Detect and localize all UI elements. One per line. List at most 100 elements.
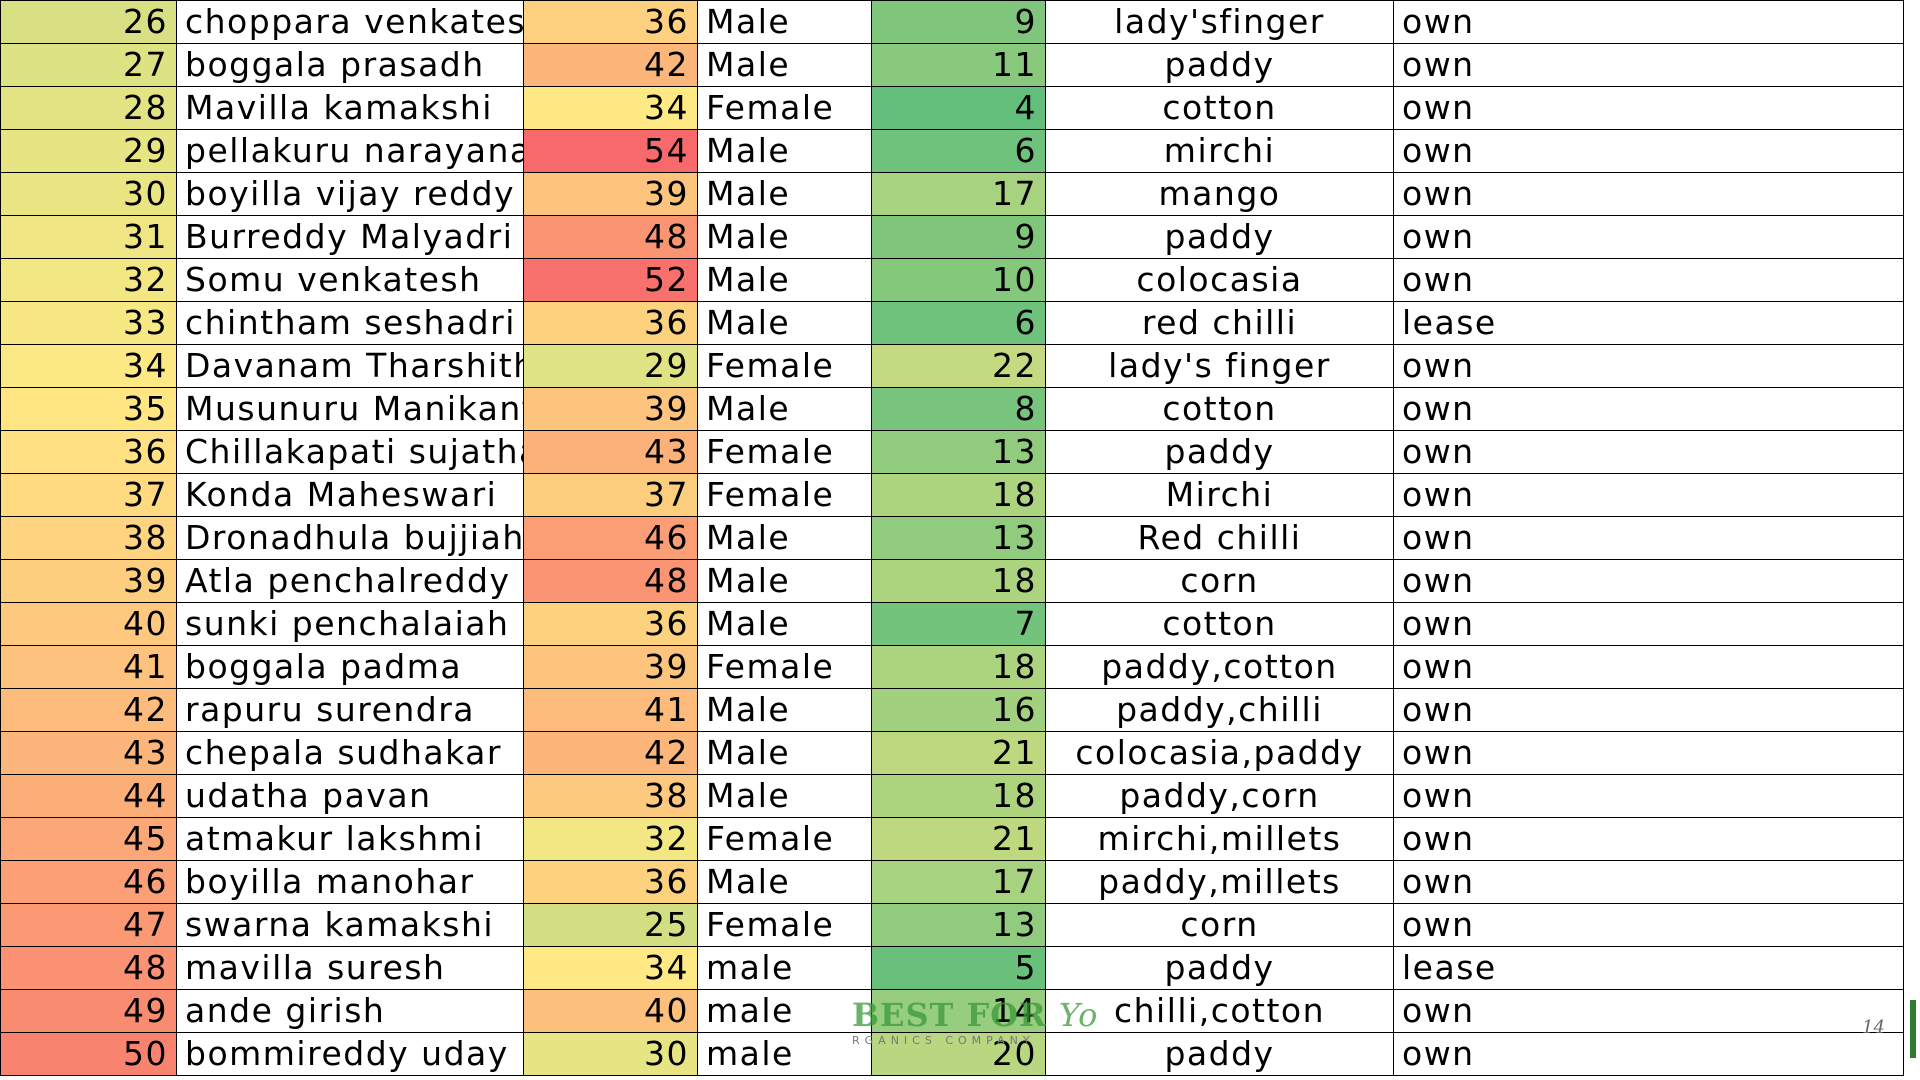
cell-serial-number: 48 xyxy=(0,946,177,990)
cell-experience: 20 xyxy=(871,1032,1046,1076)
cell-farmer-name: Davanam Tharshitha xyxy=(176,344,524,388)
cell-land-type: own xyxy=(1393,43,1904,87)
cell-serial-number: 49 xyxy=(0,989,177,1033)
cell-serial-number: 38 xyxy=(0,516,177,560)
table-row: 40 sunki penchalaiah 36 Male 7 cotton own xyxy=(0,602,1904,646)
cell-land-type: own xyxy=(1393,903,1904,947)
cell-farmer-name: Konda Maheswari xyxy=(176,473,524,517)
cell-serial-number: 30 xyxy=(0,172,177,216)
accent-bar xyxy=(1910,1000,1916,1058)
cell-experience: 4 xyxy=(871,86,1046,130)
cell-crop: paddy xyxy=(1045,946,1394,990)
cell-gender: Female xyxy=(697,430,872,474)
cell-age: 42 xyxy=(523,43,698,87)
cell-land-type: own xyxy=(1393,731,1904,775)
cell-age: 41 xyxy=(523,688,698,732)
cell-farmer-name: chintham seshadri xyxy=(176,301,524,345)
table-row: 42 rapuru surendra 41 Male 16 paddy,chilli own xyxy=(0,688,1904,732)
cell-land-type: own xyxy=(1393,0,1904,44)
table-row: 28 Mavilla kamakshi 34 Female 4 cotton own xyxy=(0,86,1904,130)
cell-gender: male xyxy=(697,1032,872,1076)
cell-age: 29 xyxy=(523,344,698,388)
cell-crop: red chilli xyxy=(1045,301,1394,345)
cell-land-type: own xyxy=(1393,774,1904,818)
table-row: 45 atmakur lakshmi 32 Female 21 mirchi,millet… xyxy=(0,817,1904,861)
cell-serial-number: 27 xyxy=(0,43,177,87)
table-row: 26 choppara venkatesh 36 Male 9 lady'sfinger o… xyxy=(0,0,1904,44)
cell-experience: 16 xyxy=(871,688,1046,732)
cell-farmer-name: ande girish xyxy=(176,989,524,1033)
cell-land-type: own xyxy=(1393,473,1904,517)
cell-farmer-name: rapuru surendra xyxy=(176,688,524,732)
cell-gender: Male xyxy=(697,387,872,431)
cell-land-type: own xyxy=(1393,172,1904,216)
cell-age: 43 xyxy=(523,430,698,474)
cell-experience: 6 xyxy=(871,301,1046,345)
cell-experience: 21 xyxy=(871,731,1046,775)
cell-experience: 18 xyxy=(871,473,1046,517)
cell-experience: 13 xyxy=(871,430,1046,474)
cell-land-type: own xyxy=(1393,215,1904,259)
cell-gender: Female xyxy=(697,903,872,947)
cell-gender: Female xyxy=(697,473,872,517)
cell-age: 30 xyxy=(523,1032,698,1076)
cell-experience: 7 xyxy=(871,602,1046,646)
cell-land-type: own xyxy=(1393,645,1904,689)
cell-serial-number: 28 xyxy=(0,86,177,130)
cell-farmer-name: udatha pavan xyxy=(176,774,524,818)
cell-crop: cotton xyxy=(1045,86,1394,130)
cell-crop: cotton xyxy=(1045,602,1394,646)
cell-serial-number: 39 xyxy=(0,559,177,603)
cell-experience: 22 xyxy=(871,344,1046,388)
cell-crop: corn xyxy=(1045,559,1394,603)
cell-experience: 8 xyxy=(871,387,1046,431)
page-number: 14 xyxy=(1862,1017,1885,1038)
cell-crop: chilli,cotton xyxy=(1045,989,1394,1033)
table-row: 35 Musunuru Manikanta 39 Male 8 cotton own xyxy=(0,387,1904,431)
table-row: 27 boggala prasadh 42 Male 11 paddy own xyxy=(0,43,1904,87)
cell-crop: Mirchi xyxy=(1045,473,1394,517)
cell-land-type: own xyxy=(1393,1032,1904,1076)
cell-gender: Male xyxy=(697,215,872,259)
cell-age: 46 xyxy=(523,516,698,560)
table-row: 34 Davanam Tharshitha 29 Female 22 lady's fin… xyxy=(0,344,1904,388)
cell-experience: 18 xyxy=(871,774,1046,818)
cell-land-type: own xyxy=(1393,430,1904,474)
cell-gender: Male xyxy=(697,301,872,345)
cell-serial-number: 42 xyxy=(0,688,177,732)
cell-crop: paddy,chilli xyxy=(1045,688,1394,732)
cell-experience: 14 xyxy=(871,989,1046,1033)
cell-land-type: own xyxy=(1393,516,1904,560)
cell-land-type: own xyxy=(1393,860,1904,904)
cell-crop: colocasia,paddy xyxy=(1045,731,1394,775)
cell-crop: mango xyxy=(1045,172,1394,216)
cell-experience: 13 xyxy=(871,516,1046,560)
cell-land-type: own xyxy=(1393,817,1904,861)
cell-land-type: own xyxy=(1393,602,1904,646)
table-row: 29 pellakuru narayana 54 Male 6 mirchi own xyxy=(0,129,1904,173)
table-row: 33 chintham seshadri 36 Male 6 red chilli leas… xyxy=(0,301,1904,345)
cell-land-type: own xyxy=(1393,688,1904,732)
cell-experience: 13 xyxy=(871,903,1046,947)
cell-farmer-name: Mavilla kamakshi xyxy=(176,86,524,130)
cell-land-type: lease xyxy=(1393,946,1904,990)
cell-farmer-name: Somu venkatesh xyxy=(176,258,524,302)
cell-experience: 9 xyxy=(871,215,1046,259)
cell-experience: 10 xyxy=(871,258,1046,302)
table-row: 38 Dronadhula bujjiah 46 Male 13 Red chilli ow… xyxy=(0,516,1904,560)
cell-gender: Female xyxy=(697,344,872,388)
cell-serial-number: 37 xyxy=(0,473,177,517)
cell-land-type: own xyxy=(1393,387,1904,431)
cell-age: 36 xyxy=(523,602,698,646)
cell-crop: paddy,cotton xyxy=(1045,645,1394,689)
cell-experience: 6 xyxy=(871,129,1046,173)
cell-serial-number: 44 xyxy=(0,774,177,818)
cell-age: 42 xyxy=(523,731,698,775)
cell-experience: 18 xyxy=(871,559,1046,603)
cell-crop: cotton xyxy=(1045,387,1394,431)
cell-crop: paddy xyxy=(1045,215,1394,259)
cell-serial-number: 31 xyxy=(0,215,177,259)
cell-experience: 5 xyxy=(871,946,1046,990)
cell-crop: paddy,millets xyxy=(1045,860,1394,904)
cell-serial-number: 26 xyxy=(0,0,177,44)
